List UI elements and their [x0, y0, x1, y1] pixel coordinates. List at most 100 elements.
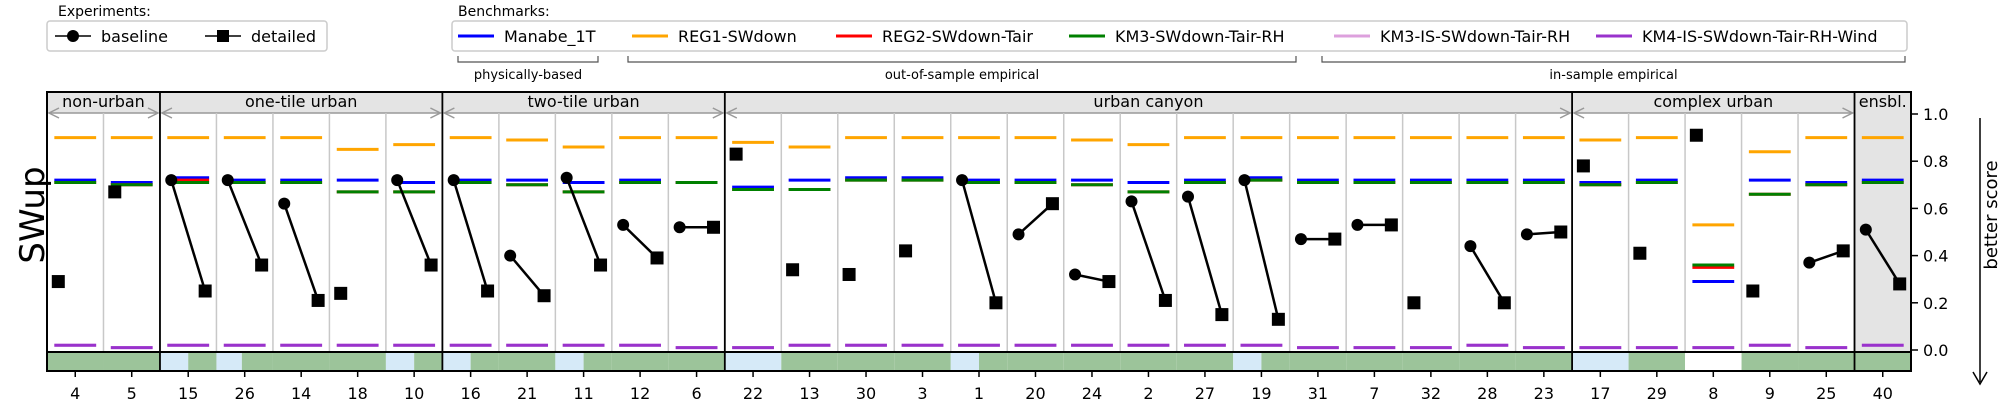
- group-label: ensbl.: [1859, 92, 1907, 111]
- veg-strip-cell: [950, 352, 979, 371]
- detailed-marker: [481, 284, 495, 298]
- detailed-marker: [255, 258, 269, 272]
- veg-strip-cell: [583, 352, 612, 371]
- detailed-marker: [311, 293, 325, 307]
- veg-strip-cell: [837, 352, 895, 371]
- veg-strip-cell: [385, 352, 415, 371]
- group-label: one-tile urban: [245, 92, 357, 111]
- legend-benchmark-label: REG1-SWdown: [678, 27, 797, 46]
- veg-strip-cell: [611, 352, 669, 371]
- group-header-band: [1854, 92, 1911, 113]
- veg-strip-cell: [1176, 352, 1234, 371]
- x-tick-label: 4: [70, 384, 80, 403]
- detailed-marker: [1102, 275, 1116, 289]
- baseline-marker: [1803, 256, 1816, 269]
- veg-strip-cell: [1063, 352, 1121, 371]
- detailed-marker: [1328, 232, 1342, 246]
- baseline-marker: [1520, 228, 1533, 241]
- veg-strip-cell: [1289, 352, 1347, 371]
- experiment-connector: [509, 254, 546, 297]
- baseline-marker: [1464, 240, 1477, 253]
- detailed-marker: [1407, 296, 1421, 310]
- veg-strip-cell: [272, 352, 330, 371]
- x-tick-label: 29: [1647, 384, 1667, 403]
- group-arrow-right: [1559, 107, 1572, 119]
- x-tick-label: 17: [1590, 384, 1610, 403]
- detailed-marker: [842, 267, 856, 281]
- benchmarks-legend-box: [451, 20, 1908, 52]
- legend-experiment-label: detailed: [251, 27, 316, 46]
- benchmark-bracket-label: in-sample empirical: [1549, 68, 1677, 83]
- veg-strip-cell: [1798, 352, 1855, 371]
- veg-strip-cell: [1120, 352, 1177, 371]
- veg-strip-cell: [329, 352, 386, 371]
- veg-strip-cell: [1459, 352, 1516, 371]
- x-tick-label: 9: [1765, 384, 1775, 403]
- veg-strip-cell: [668, 352, 725, 371]
- detailed-marker: [1689, 128, 1703, 142]
- baseline-marker: [673, 221, 686, 234]
- plot-frame: [46, 91, 1912, 372]
- baseline-marker: [956, 174, 969, 187]
- experiments-legend-box: [46, 20, 328, 52]
- x-tick-label: 6: [691, 384, 701, 403]
- group-arrow-left: [160, 107, 173, 119]
- experiment-connector: [170, 179, 207, 292]
- detailed-marker: [1215, 308, 1229, 322]
- x-tick-label: 12: [630, 384, 650, 403]
- veg-strip-cell: [1741, 352, 1799, 371]
- baseline-marker: [278, 197, 291, 210]
- x-tick-label: 1: [974, 384, 984, 403]
- detailed-marker: [1384, 218, 1398, 232]
- x-tick-label: 31: [1308, 384, 1328, 403]
- x-tick-label: 40: [1873, 384, 1893, 403]
- x-tick-label: 14: [291, 384, 311, 403]
- benchmark-bracket-label: physically-based: [474, 68, 582, 83]
- group-arrow-right: [712, 107, 725, 119]
- veg-strip-cell: [1261, 352, 1290, 371]
- x-tick-label: 30: [856, 384, 876, 403]
- benchmark-bracket-label: out-of-sample empirical: [885, 68, 1039, 83]
- y-tick-label: 0.0: [1923, 341, 1948, 360]
- better-score-label: better score: [1981, 160, 2002, 269]
- group-header-band: [724, 92, 1573, 113]
- detailed-marker: [537, 289, 551, 303]
- veg-strip-cell: [188, 352, 217, 371]
- baseline-marker: [1125, 195, 1138, 208]
- detailed-marker: [1554, 225, 1568, 239]
- group-arrow-left: [442, 107, 455, 119]
- group-label: complex urban: [1653, 92, 1773, 111]
- x-tick-label: 25: [1816, 384, 1836, 403]
- detailed-marker: [1836, 244, 1850, 258]
- detailed-marker: [594, 258, 608, 272]
- y-tick-label: 1.0: [1923, 105, 1948, 124]
- x-tick-label: 26: [235, 384, 255, 403]
- experiment-connector: [1243, 179, 1280, 320]
- x-tick-label: 7: [1369, 384, 1379, 403]
- baseline-marker: [447, 174, 460, 187]
- baseline-marker: [1069, 268, 1082, 281]
- experiment-connector: [283, 203, 320, 301]
- veg-strip-cell: [1346, 352, 1403, 371]
- group-header-band: [159, 92, 443, 113]
- detailed-marker: [424, 258, 438, 272]
- detailed-marker: [786, 263, 800, 277]
- veg-strip-cell: [724, 352, 782, 371]
- x-tick-label: 19: [1251, 384, 1271, 403]
- group-label: urban canyon: [1093, 92, 1203, 111]
- x-tick-label: 23: [1534, 384, 1554, 403]
- y-axis-label: SWup: [13, 166, 53, 263]
- group-arrow-left: [725, 107, 738, 119]
- veg-strip-cell: [414, 352, 443, 371]
- group-arrow-right: [430, 107, 443, 119]
- legend-benchmark-label: KM3-SWdown-Tair-RH: [1115, 27, 1285, 46]
- baseline-marker: [560, 171, 573, 184]
- group-header-band: [1572, 92, 1855, 113]
- detailed-marker: [1746, 284, 1760, 298]
- group-arrow-right: [147, 107, 160, 119]
- veg-strip-cell: [1402, 352, 1460, 371]
- group-label: two-tile urban: [528, 92, 640, 111]
- veg-strip-cell: [241, 352, 273, 371]
- detailed-marker: [1045, 197, 1059, 211]
- x-tick-label: 16: [460, 384, 480, 403]
